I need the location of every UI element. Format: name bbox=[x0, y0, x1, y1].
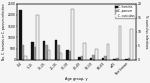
Bar bbox=[78, 57, 81, 60]
Bar bbox=[34, 47, 36, 60]
Bar bbox=[92, 55, 95, 60]
Bar bbox=[81, 56, 83, 60]
Y-axis label: % cuniculus infections: % cuniculus infections bbox=[144, 15, 148, 49]
Bar bbox=[128, 58, 130, 60]
Bar bbox=[71, 9, 74, 60]
Bar bbox=[119, 26, 121, 60]
Bar bbox=[104, 56, 107, 60]
Bar bbox=[69, 51, 71, 60]
Y-axis label: No. C. hominis or C. parvum infection: No. C. hominis or C. parvum infection bbox=[2, 3, 6, 60]
Bar bbox=[45, 45, 48, 60]
Bar bbox=[90, 58, 92, 60]
Bar bbox=[57, 45, 60, 60]
Bar bbox=[95, 49, 98, 60]
Bar bbox=[19, 10, 22, 60]
Bar bbox=[130, 29, 133, 60]
X-axis label: Age group, y: Age group, y bbox=[65, 77, 88, 81]
Bar bbox=[125, 59, 128, 60]
Bar bbox=[36, 15, 39, 60]
Bar bbox=[43, 41, 45, 60]
Bar bbox=[60, 53, 62, 60]
Bar bbox=[116, 58, 119, 60]
Bar bbox=[31, 42, 34, 60]
Bar bbox=[22, 45, 24, 60]
Bar bbox=[83, 43, 86, 60]
Bar bbox=[66, 50, 69, 60]
Bar bbox=[54, 40, 57, 60]
Legend: C. hominis, C. parvum, C. cuniculus: C. hominis, C. parvum, C. cuniculus bbox=[115, 4, 136, 18]
Bar bbox=[102, 58, 104, 60]
Bar bbox=[24, 56, 27, 60]
Bar bbox=[107, 44, 109, 60]
Bar bbox=[48, 50, 51, 60]
